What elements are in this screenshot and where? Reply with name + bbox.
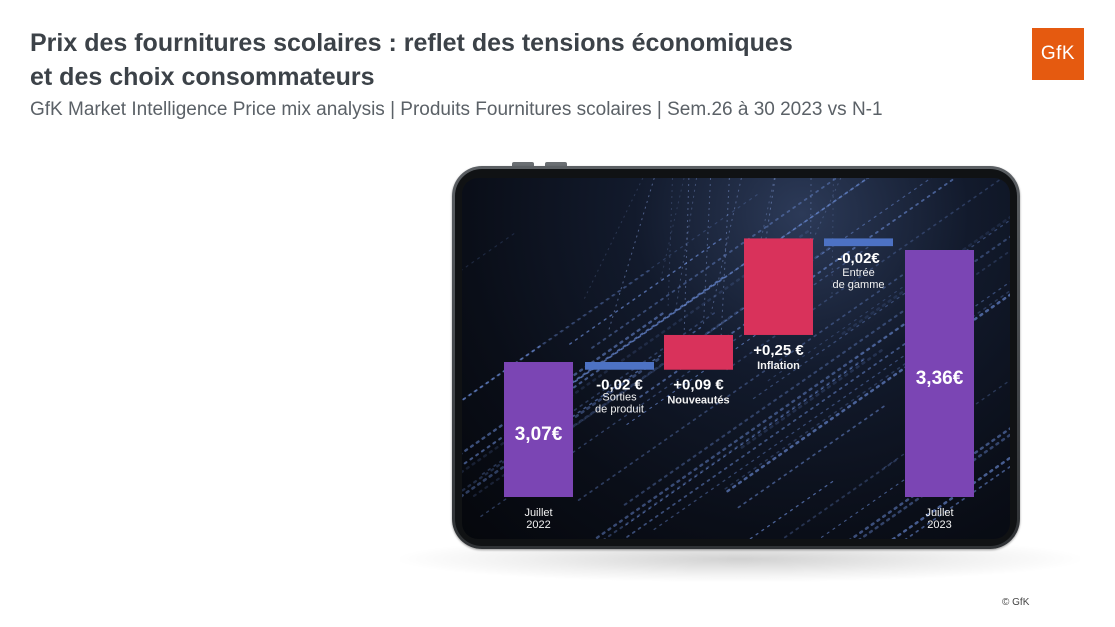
light-streak	[577, 249, 940, 501]
light-streak	[740, 348, 884, 449]
light-streak-vertical	[784, 178, 842, 302]
light-streak-vertical	[683, 178, 690, 331]
light-streak	[695, 178, 933, 342]
tablet-button-left	[512, 162, 534, 167]
title-line-2: et des choix consommateurs	[30, 63, 375, 91]
waterfall-bar-4	[824, 238, 893, 247]
light-streak-vertical	[720, 178, 730, 346]
waterfall-category-label-1: de produit	[595, 404, 644, 416]
light-streak-vertical	[752, 178, 776, 327]
light-streak	[569, 236, 725, 345]
light-streak	[593, 297, 943, 539]
waterfall-value-label-1: -0,02 €	[596, 377, 643, 394]
waterfall-category-label-5: 2023	[927, 519, 951, 531]
light-streak-vertical	[831, 178, 834, 297]
light-streak	[780, 457, 900, 539]
title-line-1: Prix des fournitures scolaires : reflet …	[30, 29, 793, 57]
light-streak-vertical	[748, 178, 775, 296]
waterfall-category-label-2: Nouveautés	[667, 395, 729, 407]
waterfall-category-label-4: Entrée	[842, 267, 874, 279]
waterfall-category-label-5: Juillet	[925, 507, 953, 519]
light-streak	[462, 269, 651, 402]
waterfall-category-label-0: Juillet	[524, 507, 552, 519]
page-subtitle: GfK Market Intelligence Price mix analys…	[30, 99, 883, 120]
waterfall-value-label-2: +0,09 €	[673, 377, 724, 394]
tablet-button-right	[545, 162, 567, 167]
light-streak	[462, 364, 607, 467]
light-streak-vertical	[703, 178, 712, 325]
waterfall-category-label-1: Sorties	[602, 392, 637, 404]
light-streak	[726, 293, 1010, 493]
light-streak	[858, 433, 1010, 539]
light-streak-vertical	[667, 178, 673, 309]
waterfall-bar-2	[664, 334, 733, 370]
waterfall-value-label-4: -0,02€	[837, 250, 880, 267]
light-streak	[748, 478, 837, 539]
waterfall-category-label-0: 2022	[526, 519, 550, 531]
waterfall-value-label-3: +0,25 €	[753, 342, 804, 359]
waterfall-bar-5	[905, 250, 974, 497]
light-streak	[891, 456, 1010, 539]
light-streak	[462, 358, 660, 498]
light-streak	[737, 404, 887, 509]
light-streak	[622, 334, 918, 539]
light-streak	[818, 446, 952, 539]
waterfall-bar-3	[744, 238, 813, 335]
waterfall-bar-1	[585, 362, 654, 370]
page-title: Prix des fournitures scolaires : reflet …	[30, 26, 910, 94]
waterfall-bar-0	[504, 362, 573, 497]
waterfall-value-label-5: 3,36€	[916, 368, 964, 389]
light-streak	[841, 215, 1010, 335]
waterfall-value-label-0: 3,07€	[515, 424, 563, 445]
gfk-logo: GfK	[1032, 28, 1084, 80]
light-streak-vertical	[710, 178, 742, 314]
waterfall-category-label-3: Inflation	[757, 360, 800, 372]
waterfall-category-label-4: de gamme	[833, 279, 885, 291]
light-streak	[603, 357, 866, 539]
copyright-text: © GfK	[1002, 597, 1030, 608]
